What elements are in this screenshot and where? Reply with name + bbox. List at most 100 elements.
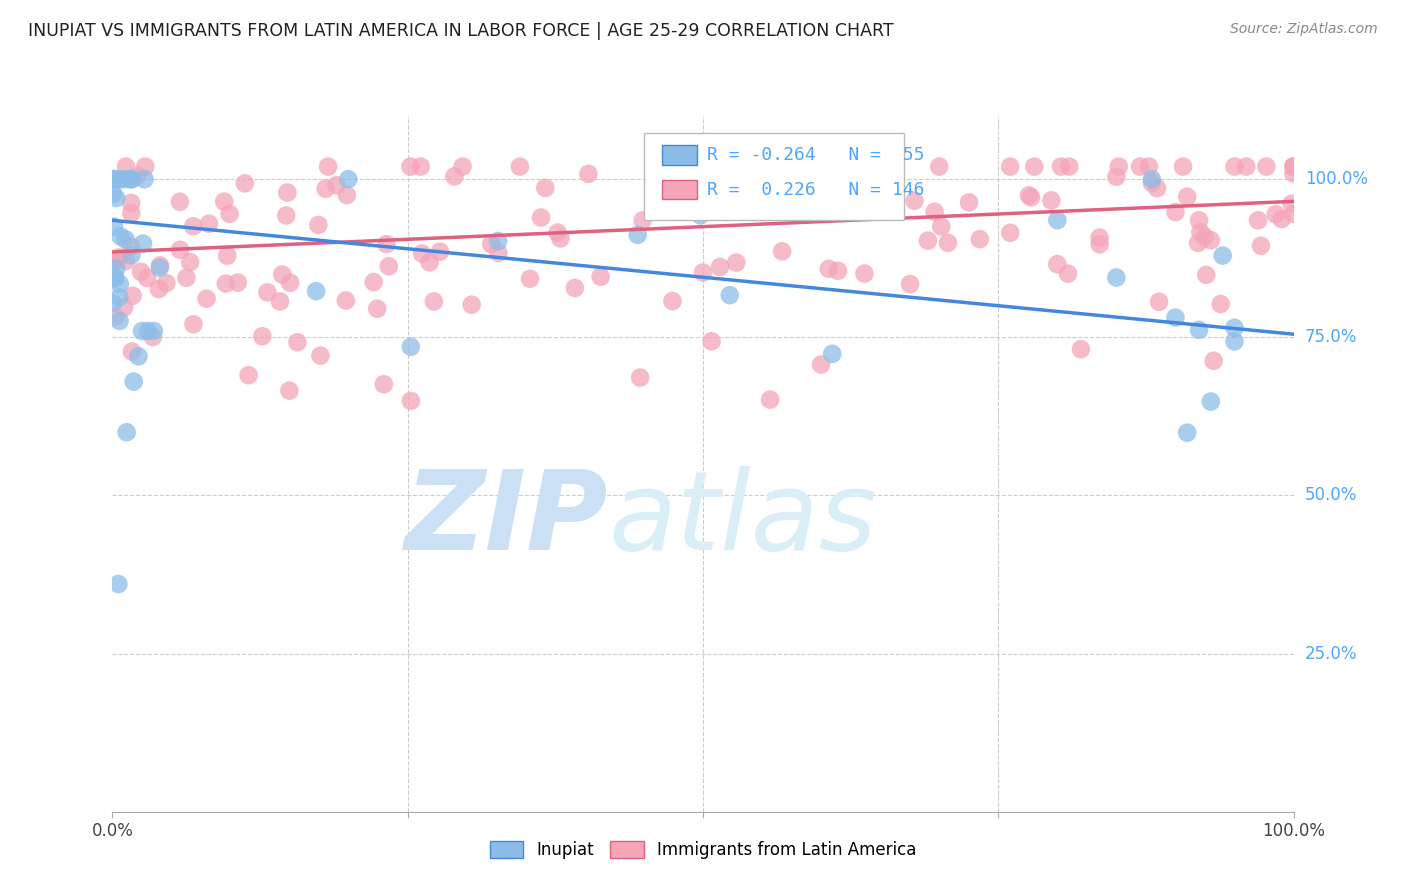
Point: [278, 384, 301, 398]
Point: [969, 232, 991, 246]
Point: [307, 218, 329, 232]
Point: [1212, 249, 1234, 263]
Point: [1046, 213, 1069, 227]
Point: [252, 329, 274, 343]
Point: [1000, 226, 1022, 240]
Point: [1282, 160, 1305, 174]
Point: [256, 285, 278, 300]
Point: [121, 289, 143, 303]
Point: [486, 246, 509, 260]
Point: [772, 160, 794, 174]
Point: [136, 324, 159, 338]
Point: [1209, 297, 1232, 311]
Point: [1271, 212, 1294, 227]
Point: [1050, 160, 1073, 174]
Point: [929, 219, 952, 234]
Point: [103, 172, 125, 186]
Point: [1046, 257, 1069, 271]
Point: [127, 349, 149, 363]
Point: [217, 249, 239, 263]
Point: [103, 269, 125, 284]
Point: [443, 169, 465, 184]
Point: [1088, 230, 1111, 244]
Point: [136, 271, 159, 285]
Point: [957, 195, 980, 210]
Point: [104, 172, 127, 186]
Point: [108, 251, 131, 265]
Point: [759, 392, 782, 407]
Point: [336, 188, 359, 202]
Point: [700, 334, 723, 349]
Point: [1281, 196, 1303, 211]
Point: [169, 243, 191, 257]
Point: [1223, 334, 1246, 349]
Point: [114, 232, 136, 246]
Point: [148, 282, 170, 296]
Point: [1088, 237, 1111, 252]
Point: [1164, 310, 1187, 325]
Point: [121, 172, 143, 186]
Point: [122, 375, 145, 389]
Point: [105, 191, 128, 205]
Point: [1164, 205, 1187, 219]
Point: [1070, 343, 1092, 357]
Point: [1175, 189, 1198, 203]
Point: [1140, 176, 1163, 190]
Point: [709, 260, 731, 274]
Bar: [662, 145, 697, 165]
Point: [661, 294, 683, 309]
Point: [212, 194, 235, 209]
Point: [101, 172, 124, 186]
Point: [1171, 160, 1194, 174]
Text: 75.0%: 75.0%: [1305, 328, 1357, 346]
Point: [936, 235, 959, 250]
Point: [1129, 160, 1152, 174]
Point: [129, 265, 152, 279]
Point: [233, 177, 256, 191]
Point: [101, 296, 124, 310]
Point: [399, 340, 422, 354]
Point: [718, 288, 741, 302]
Point: [121, 344, 143, 359]
Point: [509, 160, 531, 174]
Point: [928, 160, 950, 174]
Point: [903, 194, 925, 208]
Point: [104, 252, 127, 267]
Point: [195, 292, 218, 306]
Point: [853, 267, 876, 281]
Point: [1105, 270, 1128, 285]
Point: [1223, 321, 1246, 335]
Point: [1199, 394, 1222, 409]
Point: [269, 294, 291, 309]
Point: [142, 330, 165, 344]
Point: [134, 172, 156, 186]
Point: [115, 254, 138, 268]
Point: [278, 276, 301, 290]
Point: [1146, 181, 1168, 195]
Point: [1188, 213, 1211, 227]
Text: ZIP: ZIP: [405, 466, 609, 573]
Point: [105, 261, 128, 276]
Point: [108, 277, 131, 291]
Point: [179, 255, 201, 269]
Text: INUPIAT VS IMMIGRANTS FROM LATIN AMERICA IN LABOR FORCE | AGE 25-29 CORRELATION : INUPIAT VS IMMIGRANTS FROM LATIN AMERICA…: [28, 22, 894, 40]
Point: [419, 255, 441, 269]
Point: [149, 260, 172, 275]
Point: [627, 227, 650, 242]
Point: [363, 275, 385, 289]
Point: [399, 160, 422, 174]
Point: [768, 160, 790, 174]
FancyBboxPatch shape: [644, 134, 904, 220]
Point: [1059, 160, 1081, 174]
Point: [631, 213, 654, 227]
Point: [142, 324, 165, 338]
Point: [1199, 233, 1222, 247]
Point: [120, 195, 142, 210]
Text: Source: ZipAtlas.com: Source: ZipAtlas.com: [1230, 22, 1378, 37]
Point: [131, 324, 153, 338]
Point: [690, 172, 713, 186]
Point: [550, 231, 572, 245]
Point: [378, 260, 401, 274]
Point: [1250, 238, 1272, 252]
Point: [169, 194, 191, 209]
